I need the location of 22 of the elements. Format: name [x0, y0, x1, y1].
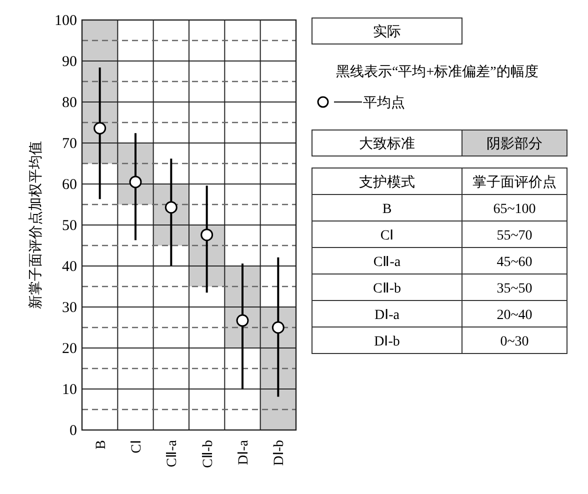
- y-tick-label: 20: [62, 341, 77, 357]
- y-tick-label: 90: [62, 54, 77, 70]
- y-tick-label: 40: [62, 259, 77, 275]
- y-tick-label: 100: [54, 13, 77, 29]
- y-tick-label: 10: [62, 382, 77, 398]
- x-tick-label: CⅡ-a: [165, 439, 180, 468]
- x-tick-label: B: [94, 440, 109, 450]
- x-tick-label: DⅠ-b: [272, 440, 288, 466]
- notes: 实际 黑线表示“平均+标准偏差”的幅度 平均点 大致标准 阴影部分 支护模式 掌子面评价点 B 65~100 CⅠ 55~70 CⅡ-a 45~60 CⅡ-b 35~50 DⅠ-a 20~40 DⅠ-b 0~30: [312, 18, 568, 354]
- x-tick-label: CⅡ-b: [200, 440, 216, 468]
- y-tick-label: 0: [70, 423, 77, 439]
- standard-label-cell: 大致标准: [312, 130, 462, 156]
- legend: 平均点: [317, 96, 405, 111]
- y-axis-title: 新掌子面评价点加权平均值: [28, 141, 44, 309]
- y-tick-label: 50: [62, 218, 77, 234]
- y-tick-label: 80: [62, 95, 77, 111]
- legend-label: 平均点: [363, 95, 405, 111]
- x-tick-label: CⅠ: [130, 440, 144, 454]
- y-tick-label: 30: [62, 300, 77, 316]
- y-tick-label: 70: [62, 136, 77, 152]
- y-tick-label: 60: [62, 177, 77, 193]
- x-tick-label: DⅠ-a: [236, 439, 252, 465]
